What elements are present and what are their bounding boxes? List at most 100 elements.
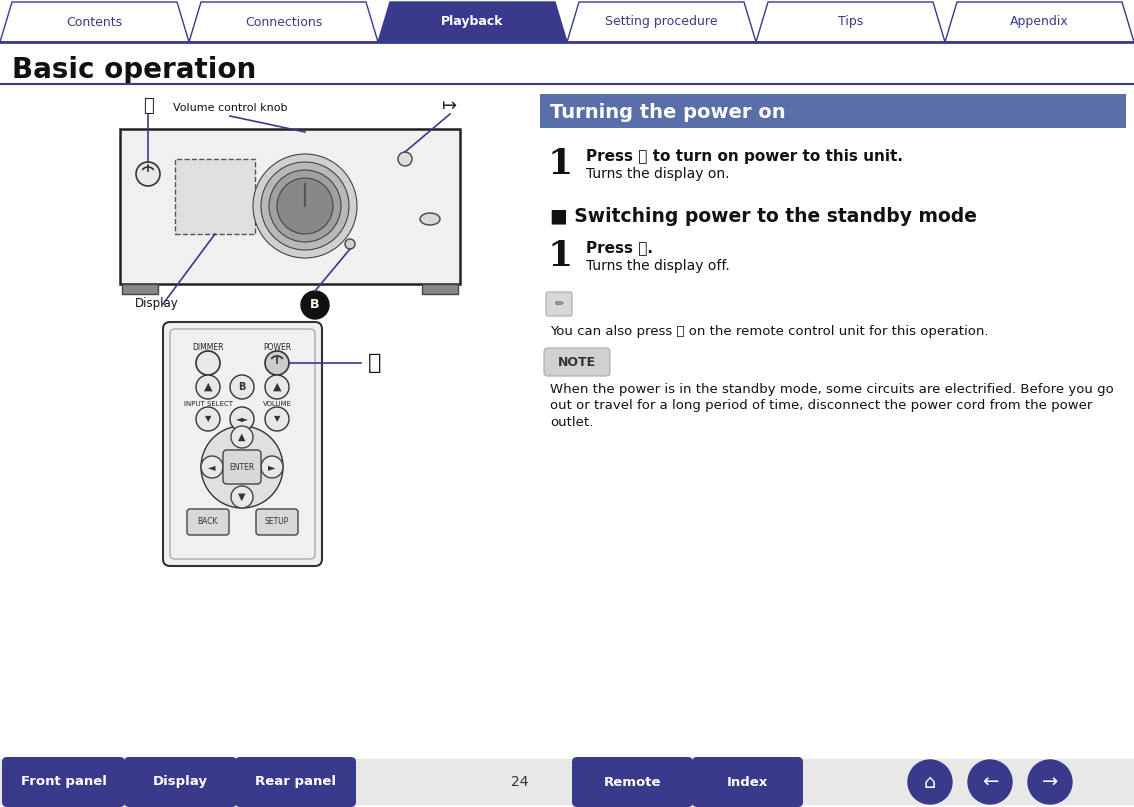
Text: ►: ► [269, 462, 276, 472]
Circle shape [231, 426, 253, 448]
Text: ▼: ▼ [273, 415, 280, 424]
Circle shape [1029, 760, 1072, 804]
Circle shape [265, 375, 289, 399]
Circle shape [398, 152, 412, 166]
Circle shape [196, 375, 220, 399]
Circle shape [261, 456, 284, 478]
Circle shape [201, 456, 223, 478]
Text: ✏: ✏ [555, 299, 564, 309]
Text: VOLUME: VOLUME [262, 401, 291, 407]
FancyBboxPatch shape [2, 757, 125, 807]
Text: NOTE: NOTE [558, 356, 596, 369]
Text: ▼: ▼ [205, 415, 211, 424]
Bar [175, 159, 255, 234]
Polygon shape [189, 2, 378, 42]
Text: Display: Display [135, 298, 179, 311]
Bar [0, 759, 1134, 805]
Text: ▲: ▲ [273, 382, 281, 392]
Text: You can also press ⏻ on the remote control unit for this operation.: You can also press ⏻ on the remote contr… [550, 325, 989, 338]
Text: Press ⏻.: Press ⏻. [586, 240, 653, 256]
Text: ■ Switching power to the standby mode: ■ Switching power to the standby mode [550, 207, 978, 225]
Text: SETUP: SETUP [265, 516, 289, 525]
Text: Display: Display [153, 776, 208, 788]
FancyBboxPatch shape [545, 292, 572, 316]
Text: POWER: POWER [263, 342, 291, 352]
Ellipse shape [201, 426, 284, 508]
Text: ⏻: ⏻ [143, 97, 153, 115]
FancyBboxPatch shape [163, 322, 322, 566]
Text: out or travel for a long period of time, disconnect the power cord from the powe: out or travel for a long period of time,… [550, 399, 1092, 412]
Text: Contents: Contents [67, 15, 122, 28]
Text: ←: ← [982, 772, 998, 792]
FancyBboxPatch shape [223, 450, 261, 484]
Text: ⌂: ⌂ [924, 772, 937, 792]
Text: Turns the display off.: Turns the display off. [586, 259, 730, 273]
Text: DIMMER: DIMMER [193, 342, 223, 352]
FancyBboxPatch shape [256, 509, 298, 535]
Polygon shape [945, 2, 1134, 42]
Text: ↦: ↦ [442, 97, 457, 115]
FancyBboxPatch shape [235, 757, 356, 807]
Text: →: → [1042, 772, 1058, 792]
Text: Press ⏻ to turn on power to this unit.: Press ⏻ to turn on power to this unit. [586, 148, 903, 164]
Text: ENTER: ENTER [229, 462, 255, 471]
FancyBboxPatch shape [544, 348, 610, 376]
Circle shape [231, 486, 253, 508]
Text: Appendix: Appendix [1010, 15, 1069, 28]
FancyBboxPatch shape [572, 757, 693, 807]
Text: Index: Index [727, 776, 768, 788]
Circle shape [968, 760, 1012, 804]
Text: 1: 1 [548, 239, 574, 273]
Circle shape [345, 239, 355, 249]
Text: INPUT SELECT: INPUT SELECT [184, 401, 232, 407]
Text: B: B [238, 382, 246, 392]
Text: Volume control knob: Volume control knob [172, 103, 287, 113]
Text: Front panel: Front panel [20, 776, 107, 788]
Circle shape [265, 407, 289, 431]
FancyBboxPatch shape [540, 94, 1126, 128]
Text: Connections: Connections [245, 15, 322, 28]
Text: Basic operation: Basic operation [12, 56, 256, 84]
FancyBboxPatch shape [124, 757, 237, 807]
Text: Turning the power on: Turning the power on [550, 102, 786, 122]
Circle shape [908, 760, 953, 804]
Circle shape [196, 351, 220, 375]
FancyBboxPatch shape [120, 129, 460, 284]
Text: Rear panel: Rear panel [255, 776, 336, 788]
Circle shape [261, 162, 349, 250]
Polygon shape [567, 2, 756, 42]
Text: B: B [311, 299, 320, 312]
Text: When the power is in the standby mode, some circuits are electrified. Before you: When the power is in the standby mode, s… [550, 383, 1114, 396]
Text: Tips: Tips [838, 15, 863, 28]
Text: BACK: BACK [197, 516, 218, 525]
Circle shape [269, 170, 341, 242]
Circle shape [196, 407, 220, 431]
Polygon shape [756, 2, 945, 42]
Text: ◄: ◄ [209, 462, 215, 472]
Text: ▲: ▲ [238, 432, 246, 442]
Text: ▼: ▼ [238, 492, 246, 502]
Circle shape [230, 407, 254, 431]
Text: ⏻: ⏻ [369, 353, 382, 373]
Circle shape [253, 154, 357, 258]
Text: ◄►: ◄► [236, 415, 248, 424]
Text: Remote: Remote [603, 776, 661, 788]
Circle shape [265, 351, 289, 375]
Text: Playback: Playback [441, 15, 503, 28]
FancyBboxPatch shape [187, 509, 229, 535]
FancyBboxPatch shape [692, 757, 803, 807]
Text: Setting procedure: Setting procedure [606, 15, 718, 28]
Circle shape [277, 178, 333, 234]
Text: 24: 24 [511, 775, 528, 789]
Polygon shape [378, 2, 567, 42]
Bar [122, 284, 158, 294]
Text: ▲: ▲ [204, 382, 212, 392]
Text: 1: 1 [548, 147, 574, 181]
Circle shape [301, 291, 329, 319]
Text: Turns the display on.: Turns the display on. [586, 167, 729, 181]
Ellipse shape [420, 213, 440, 225]
Polygon shape [0, 2, 189, 42]
Circle shape [136, 162, 160, 186]
Bar [422, 284, 458, 294]
Text: outlet.: outlet. [550, 416, 593, 429]
